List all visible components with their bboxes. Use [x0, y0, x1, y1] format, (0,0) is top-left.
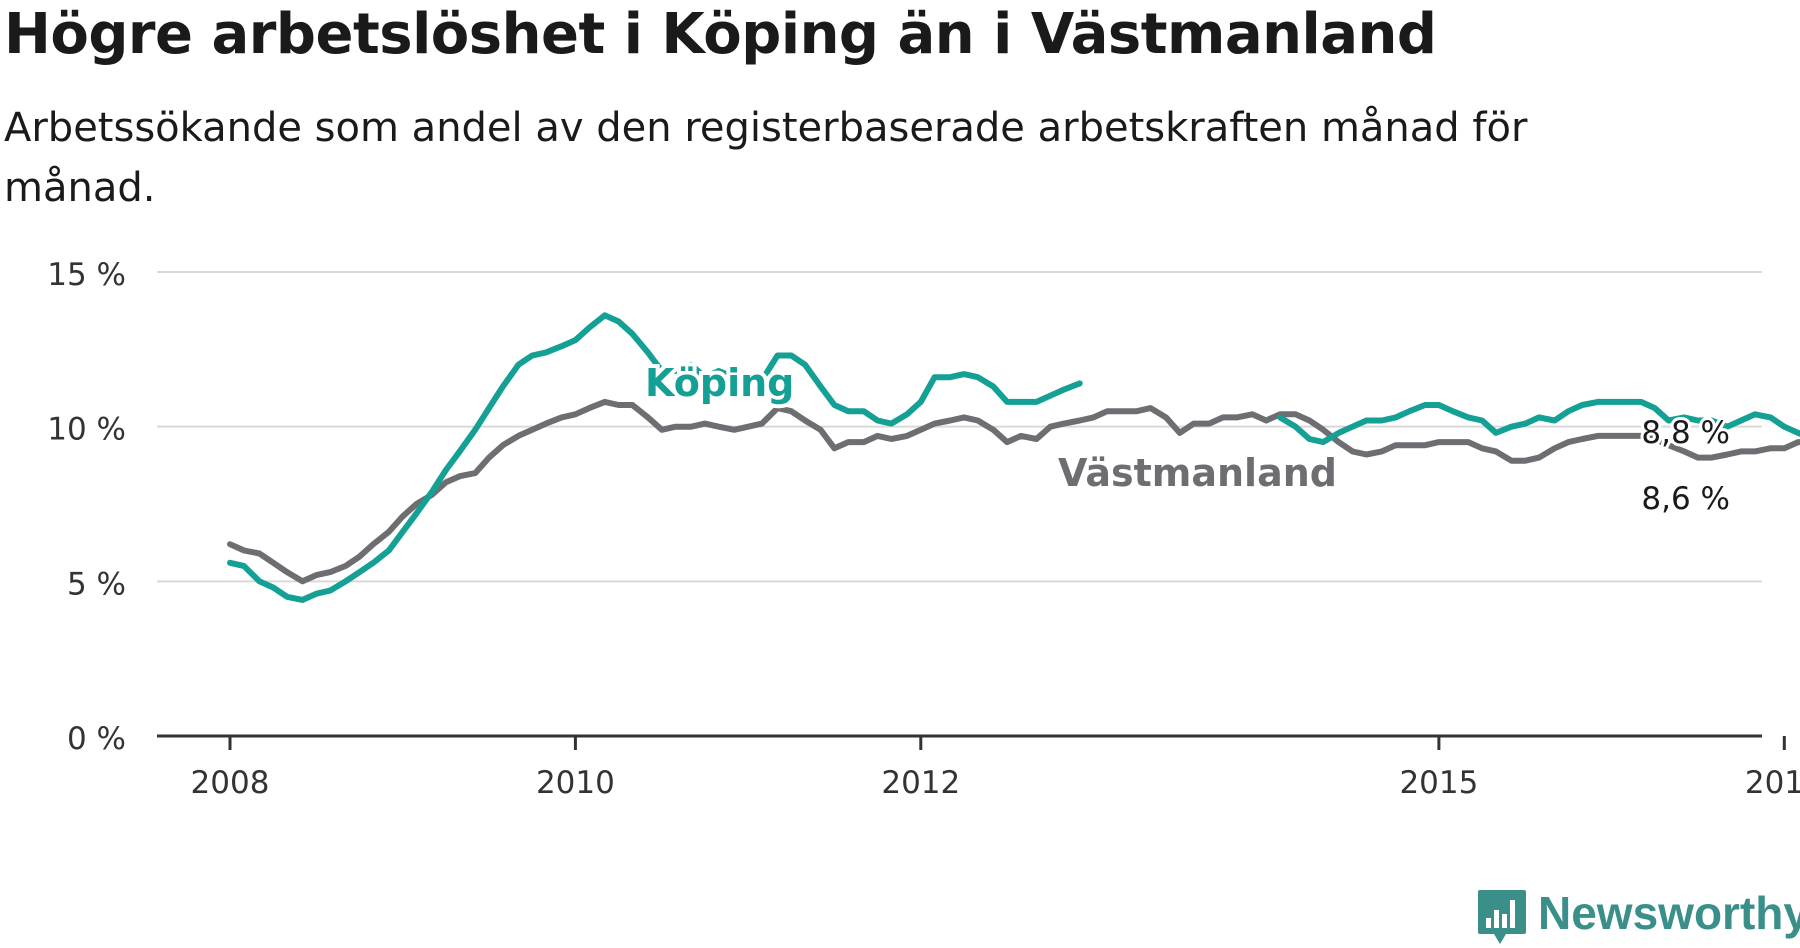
y-tick-label: 15 % [47, 257, 126, 293]
chart-title: Högre arbetslöshet i Köping än i Västman… [4, 2, 1437, 67]
y-tick-label: 10 % [47, 412, 126, 448]
series-lines [227, 312, 1800, 603]
series-labels: Köping Västmanland 8,8 % 8,6 % [641, 357, 1733, 520]
x-tick-label: 2008 [191, 765, 270, 801]
gridlines [157, 271, 1762, 738]
x-tick-label: 2017 [1745, 765, 1800, 801]
x-tick-label: 2010 [536, 765, 615, 801]
end-value-label-vastmanland: 8,6 % [1641, 481, 1730, 517]
x-tick-label: 2015 [1399, 765, 1478, 801]
logo-text: Newsworthy [1538, 887, 1800, 939]
bar-chart-icon [1478, 890, 1526, 944]
series-line-koping [227, 312, 1800, 603]
x-axis-ticks: 20082010201220152017202020222024 [191, 736, 1800, 801]
series-label-vastmanland: Västmanland [1058, 451, 1337, 495]
series-line-vastmanland [227, 398, 1800, 585]
y-tick-label: 5 % [67, 566, 126, 602]
y-tick-label: 0 % [67, 721, 126, 757]
x-tick-label: 2012 [881, 765, 960, 801]
y-axis-ticks: 0 % 5 % 10 % 15 % [47, 257, 126, 757]
newsworthy-logo: Newsworthy [1476, 884, 1800, 948]
chart-subtitle: Arbetssökande som andel av den registerb… [4, 105, 1528, 211]
series-label-koping: Köping [645, 361, 794, 405]
end-value-label-koping: 8,8 % [1641, 415, 1730, 451]
